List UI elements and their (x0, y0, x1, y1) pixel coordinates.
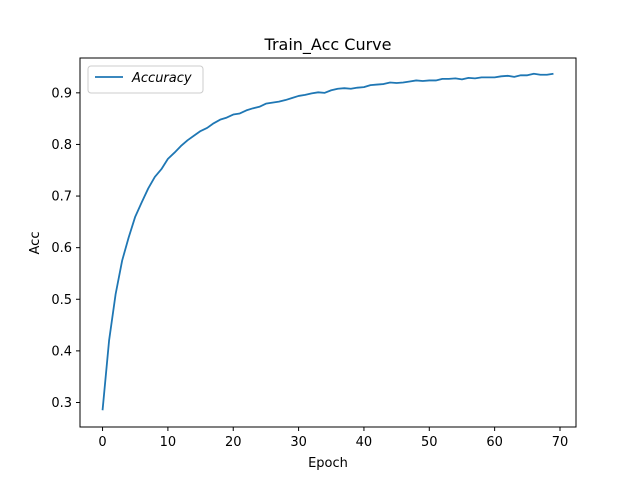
x-tick-label: 30 (290, 435, 307, 450)
series-line-0 (101, 72, 554, 411)
y-tick-label: 0.5 (51, 293, 72, 308)
legend-box (87, 65, 204, 94)
legend: Accuracy (87, 65, 204, 94)
x-tick-label: 50 (421, 435, 438, 450)
x-axis-label: Epoch (308, 456, 348, 471)
plot-frame (79, 57, 577, 428)
y-tick-label: 0.8 (51, 138, 72, 153)
x-tick-label: 40 (356, 435, 373, 450)
x-tick-label: 60 (486, 435, 503, 450)
y-tick-label: 0.4 (51, 344, 72, 359)
y-tick-label: 0.6 (51, 241, 72, 256)
chart-title: Train_Acc Curve (264, 35, 392, 55)
x-tick-label: 0 (98, 435, 106, 450)
x-tick-label: 10 (160, 435, 177, 450)
x-tick-label: 20 (225, 435, 242, 450)
legend-label: Accuracy (131, 71, 192, 86)
y-tick-label: 0.3 (51, 396, 72, 411)
x-tick-label: 70 (552, 435, 569, 450)
y-tick-label: 0.9 (51, 86, 72, 101)
y-tick-label: 0.7 (51, 190, 72, 205)
plot-area: 0 10 20 30 40 50 60 70 0.3 0.4 0.5 0.6 0.7 0.8 0.9 (51, 57, 577, 450)
y-axis-label: Acc (28, 232, 43, 255)
